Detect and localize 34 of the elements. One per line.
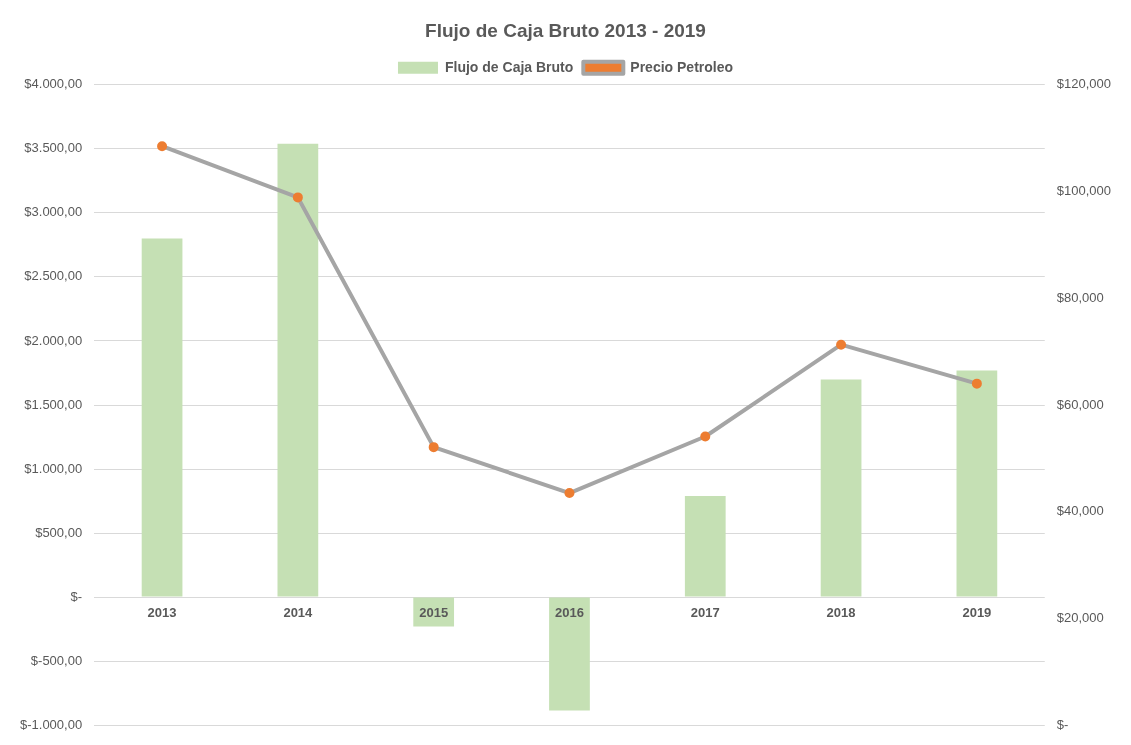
- bar: [684, 495, 726, 597]
- y-tick-label: $2.500,00: [24, 268, 83, 284]
- y2-tick-label: $80,000: [1056, 289, 1104, 305]
- x-tick-label: 2018: [826, 605, 856, 621]
- legend-label: Precio Petroleo: [630, 58, 734, 75]
- y2-tick-label: $20,000: [1056, 610, 1104, 626]
- y-tick-label: $4.000,00: [24, 76, 83, 92]
- y2-tick-label: $100,000: [1056, 183, 1112, 199]
- x-tick-label: 2017: [690, 605, 720, 621]
- bar: [549, 597, 590, 711]
- y-tick-label: $1.500,00: [24, 396, 83, 412]
- x-tick-label: 2013: [147, 605, 177, 621]
- y2-tick-label: $-: [1056, 716, 1069, 732]
- y-tick-label: $500,00: [35, 524, 83, 540]
- bar: [277, 143, 319, 597]
- y-tick-label: $3.000,00: [24, 204, 83, 220]
- x-tick-label: 2014: [283, 605, 314, 621]
- y-tick-label: $-500,00: [30, 652, 83, 668]
- y-tick-label: $3.500,00: [24, 140, 83, 156]
- bar: [820, 379, 862, 597]
- y-tick-label: $-: [70, 588, 83, 604]
- y2-tick-label: $40,000: [1056, 503, 1104, 519]
- y-tick-label: $-1.000,00: [19, 716, 83, 732]
- x-tick-label: 2015: [419, 605, 449, 621]
- x-tick-label: 2019: [962, 605, 992, 621]
- y2-tick-label: $60,000: [1056, 396, 1104, 412]
- bar: [141, 238, 183, 597]
- x-tick-label: 2016: [555, 605, 584, 621]
- chart-title: Flujo de Caja Bruto 2013 - 2019: [425, 19, 706, 41]
- legend-label: Flujo de Caja Bruto: [444, 58, 574, 75]
- y2-tick-label: $120,000: [1056, 76, 1112, 92]
- y-tick-label: $1.000,00: [24, 460, 83, 476]
- bar: [956, 370, 998, 597]
- y-tick-label: $2.000,00: [24, 332, 83, 348]
